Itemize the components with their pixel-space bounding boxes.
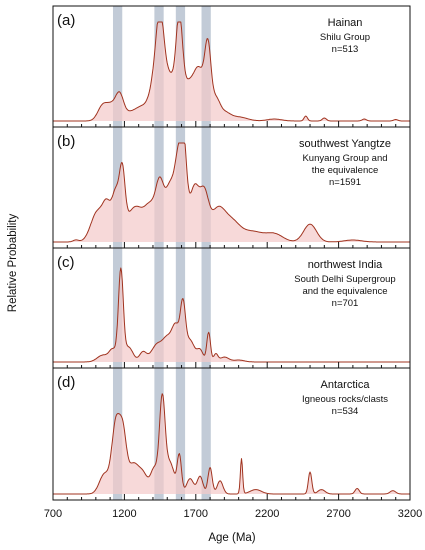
panel-subtitle-line: and the equivalence bbox=[302, 286, 387, 297]
panel-c: (c) northwest India South Delhi Supergroup… bbox=[52, 247, 411, 369]
highlight-band bbox=[154, 248, 164, 368]
pdf-curve bbox=[53, 142, 410, 243]
x-axis-label: Age (Ma) bbox=[208, 532, 255, 544]
y-axis-label: Relative Probability bbox=[7, 214, 19, 313]
panel-label: (b) bbox=[57, 133, 75, 150]
pdf-curve bbox=[53, 393, 410, 495]
x-tick-label: 1200 bbox=[112, 508, 136, 520]
pdf-area bbox=[53, 393, 410, 494]
x-tick-label: 1700 bbox=[184, 508, 208, 520]
panel-subtitle-line: Kunyang Group and bbox=[302, 153, 387, 164]
panel-title: Antarctica bbox=[321, 379, 371, 391]
panel-subtitle-line: Igneous rocks/clasts bbox=[302, 394, 388, 405]
panel-subtitle-line: the equivalence bbox=[312, 165, 379, 176]
panel-b: (b) southwest Yangtze Kunyang Group andthe… bbox=[52, 126, 411, 249]
panel-title: northwest India bbox=[308, 259, 383, 271]
panel-subtitle-line: Shilu Group bbox=[320, 32, 370, 43]
x-tick-label: 3200 bbox=[398, 508, 422, 520]
panel-title: Hainan bbox=[328, 17, 363, 29]
highlight-band bbox=[112, 248, 123, 368]
pdf-curve bbox=[53, 21, 410, 122]
highlight-band bbox=[175, 368, 186, 500]
panel-frame bbox=[52, 367, 411, 501]
highlight-band bbox=[201, 248, 211, 368]
x-axis: 700 1200 1700 2200 2700 3200 bbox=[44, 508, 422, 520]
x-tick-label: 2700 bbox=[326, 508, 350, 520]
panel-label: (d) bbox=[57, 374, 75, 391]
panel-subtitle-line: n=534 bbox=[332, 406, 359, 417]
pdf-curve bbox=[53, 267, 410, 363]
panel-subtitle-line: n=513 bbox=[332, 44, 359, 55]
highlight-band bbox=[201, 368, 211, 500]
panel-label: (a) bbox=[57, 12, 75, 29]
pdf-area bbox=[53, 143, 410, 242]
panel-subtitle-line: South Delhi Supergroup bbox=[294, 274, 395, 285]
x-tick-label: 2200 bbox=[255, 508, 279, 520]
highlight-band bbox=[201, 127, 211, 248]
panel-title: southwest Yangtze bbox=[299, 138, 391, 150]
panel-label: (c) bbox=[57, 254, 75, 271]
panel-subtitle-line: n=701 bbox=[332, 298, 359, 309]
highlight-band bbox=[112, 6, 123, 127]
panel-subtitle-line: n=1591 bbox=[329, 177, 361, 188]
x-tick-label: 700 bbox=[44, 508, 62, 520]
